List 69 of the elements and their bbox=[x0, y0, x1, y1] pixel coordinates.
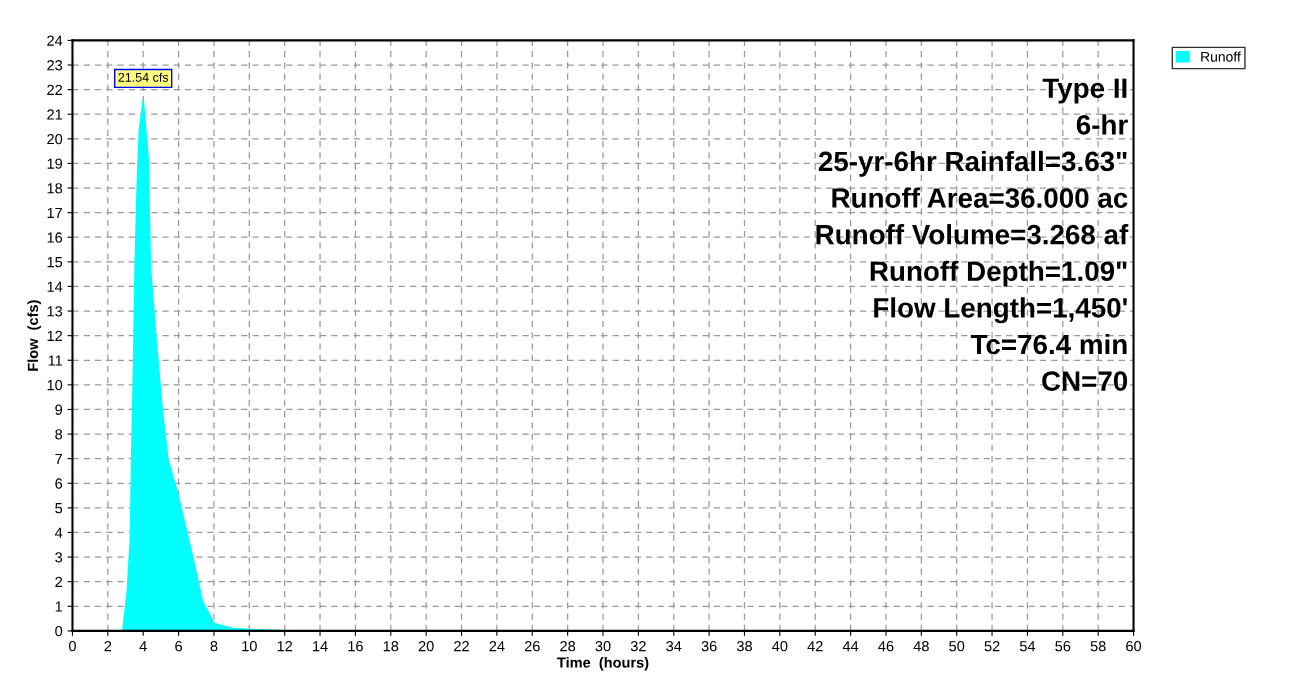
y-tick-label: 22 bbox=[47, 84, 63, 95]
x-tick-label: 0 bbox=[68, 640, 76, 652]
y-tick-label: 15 bbox=[47, 257, 63, 268]
y-tick-label: 0 bbox=[55, 625, 63, 637]
y-tick-label: 24 bbox=[47, 35, 63, 46]
y-tick-label: 19 bbox=[47, 158, 63, 169]
x-tick-label: 10 bbox=[242, 640, 257, 652]
y-tick-label: 6 bbox=[55, 478, 63, 489]
x-axis-title: Time (hours) bbox=[557, 656, 649, 671]
y-tick-label: 16 bbox=[47, 232, 63, 243]
x-tick-label: 30 bbox=[595, 640, 611, 652]
annotation: 6-hr bbox=[1076, 114, 1128, 135]
y-tick-label: 9 bbox=[55, 404, 63, 415]
y-tick-label: 21 bbox=[47, 109, 63, 120]
x-tick-label: 48 bbox=[913, 640, 929, 652]
y-tick-label: 3 bbox=[55, 552, 63, 563]
y-tick-label: 4 bbox=[54, 527, 63, 538]
y-tick-label: 20 bbox=[47, 133, 63, 145]
y-axis-title: Flow (cfs) bbox=[27, 300, 41, 371]
x-tick-label: 56 bbox=[1055, 640, 1071, 652]
x-tick-label: 44 bbox=[842, 641, 859, 652]
y-tick-label: 11 bbox=[48, 355, 63, 366]
x-tick-label: 42 bbox=[807, 640, 823, 652]
y-tick-label: 23 bbox=[47, 60, 63, 71]
y-tick-label: 1 bbox=[55, 601, 63, 612]
x-tick-label: 54 bbox=[1019, 641, 1036, 652]
annotation: Type II bbox=[1042, 78, 1127, 104]
annotation: 21.54 cfs bbox=[118, 72, 169, 82]
y-tick-label: 13 bbox=[47, 306, 63, 317]
x-tick-label: 18 bbox=[383, 640, 399, 652]
x-tick-label: 58 bbox=[1090, 640, 1106, 652]
y-tick-label: 8 bbox=[55, 429, 63, 440]
annotation: Runoff Depth=1.09" bbox=[870, 260, 1127, 287]
y-tick-label: 12 bbox=[47, 330, 63, 341]
x-tick-label: 16 bbox=[348, 640, 363, 652]
annotation: Tc=76.4 min bbox=[970, 333, 1127, 355]
legend-label: Runoff bbox=[1201, 51, 1241, 62]
y-tick-label: 17 bbox=[47, 207, 63, 218]
x-tick-label: 14 bbox=[313, 641, 328, 652]
x-tick-label: 26 bbox=[524, 640, 540, 652]
x-tick-label: 38 bbox=[736, 640, 752, 652]
y-tick-label: 10 bbox=[47, 379, 63, 391]
x-tick-label: 12 bbox=[277, 640, 293, 652]
annotation: CN=70 bbox=[1042, 371, 1128, 391]
x-tick-label: 36 bbox=[701, 640, 717, 652]
x-tick-label: 50 bbox=[949, 640, 965, 652]
annotation: Flow Length=1,450' bbox=[874, 297, 1127, 324]
x-tick-label: 2 bbox=[104, 640, 112, 652]
x-tick-label: 60 bbox=[1126, 640, 1142, 652]
x-tick-label: 4 bbox=[139, 641, 147, 652]
x-tick-label: 28 bbox=[560, 640, 576, 652]
x-tick-label: 20 bbox=[418, 640, 434, 652]
x-tick-label: 52 bbox=[984, 640, 1000, 652]
x-tick-label: 32 bbox=[630, 640, 646, 652]
x-tick-label: 40 bbox=[772, 640, 788, 652]
y-tick-label: 14 bbox=[47, 281, 63, 292]
y-tick-label: 5 bbox=[55, 503, 63, 514]
x-tick-label: 46 bbox=[878, 640, 894, 652]
y-tick-label: 18 bbox=[47, 183, 63, 194]
x-tick-label: 22 bbox=[454, 640, 469, 652]
x-tick-label: 6 bbox=[175, 640, 182, 652]
annotation: Runoff Volume=3.268 af bbox=[816, 224, 1129, 245]
x-tick-label: 34 bbox=[666, 640, 682, 652]
x-tick-label: 24 bbox=[489, 640, 505, 652]
y-tick-label: 7 bbox=[55, 453, 63, 464]
x-tick-label: 8 bbox=[210, 640, 218, 652]
annotation: Runoff Area=36.000 ac bbox=[832, 187, 1128, 208]
y-tick-label: 2 bbox=[55, 576, 63, 587]
annotation: 25-yr-6hr Rainfall=3.63" bbox=[818, 150, 1127, 177]
